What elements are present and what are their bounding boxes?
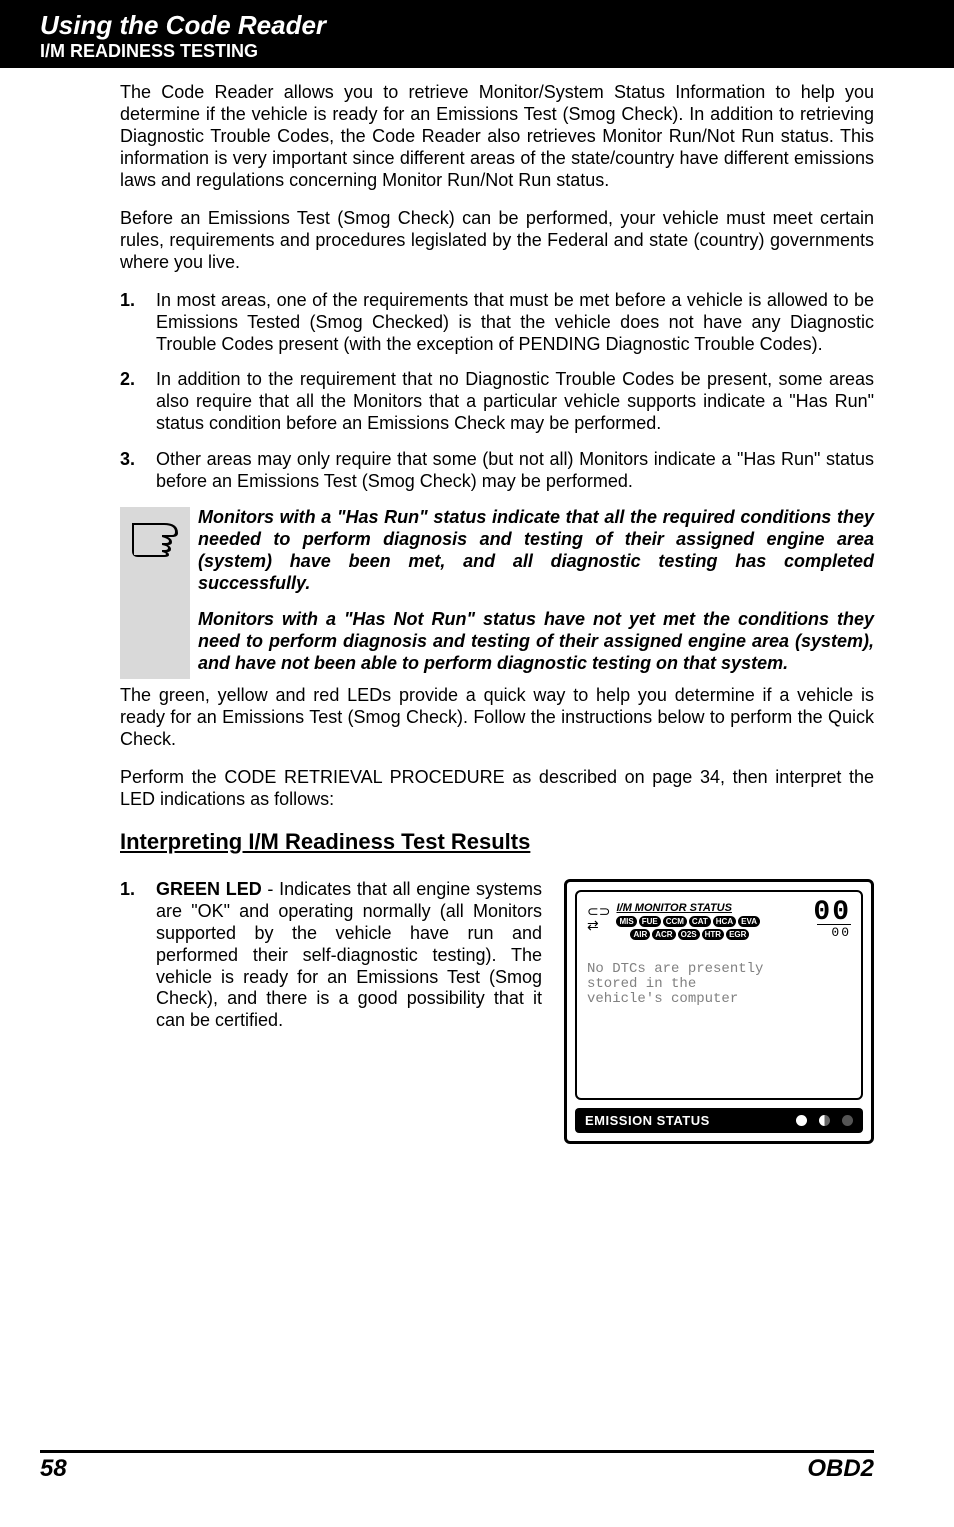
- list-item: 3.Other areas may only require that some…: [120, 449, 874, 493]
- header-title: Using the Code Reader: [40, 10, 954, 41]
- list-item: 2.In addition to the requirement that no…: [120, 369, 874, 435]
- green-led-item: 1. GREEN LED - Indicates that all engine…: [120, 879, 542, 1033]
- status-dot-red: [842, 1115, 853, 1126]
- section-heading: Interpreting I/M Readiness Test Results: [120, 829, 874, 855]
- emission-status-bar: EMISSION STATUS: [575, 1108, 863, 1133]
- device-screen: ⊂⊃⇄ I/M MONITOR STATUS MIS FUE CCM CAT H…: [575, 890, 863, 1100]
- header-subtitle: I/M READINESS TESTING: [40, 41, 954, 62]
- monitor-status-title: I/M MONITOR STATUS: [616, 902, 760, 914]
- status-dots: [796, 1115, 853, 1126]
- link-icon: ⊂⊃⇄: [587, 904, 610, 932]
- dtc-counter: 00 00: [813, 902, 851, 940]
- led-result-row: 1. GREEN LED - Indicates that all engine…: [120, 879, 874, 1144]
- page-footer: 58 OBD2: [40, 1450, 874, 1483]
- note-para-2: Monitors with a "Has Not Run" status hav…: [198, 609, 874, 675]
- intro-para-2: Before an Emissions Test (Smog Check) ca…: [120, 208, 874, 274]
- note-block: Monitors with a "Has Run" status indicat…: [120, 507, 874, 679]
- main-content: The Code Reader allows you to retrieve M…: [0, 68, 954, 1144]
- note-para-1: Monitors with a "Has Run" status indicat…: [198, 507, 874, 595]
- device-screenshot: ⊂⊃⇄ I/M MONITOR STATUS MIS FUE CCM CAT H…: [564, 879, 874, 1144]
- screen-message: No DTCs are presently stored in the vehi…: [587, 962, 851, 1008]
- list-item: 1.In most areas, one of the requirements…: [120, 290, 874, 356]
- monitor-row-1: MIS FUE CCM CAT HCA EVA: [616, 916, 760, 927]
- intro-para-1: The Code Reader allows you to retrieve M…: [120, 82, 874, 192]
- monitor-row-2: AIR ACR O2S HTR EGR: [616, 929, 760, 940]
- header-band: Using the Code Reader I/M READINESS TEST…: [0, 0, 954, 68]
- pointing-hand-icon: [120, 507, 190, 679]
- status-dot-green: [796, 1115, 807, 1126]
- procedure-para: Perform the CODE RETRIEVAL PROCEDURE as …: [120, 767, 874, 811]
- led-intro-para: The green, yellow and red LEDs provide a…: [120, 685, 874, 751]
- requirements-list: 1.In most areas, one of the requirements…: [120, 290, 874, 494]
- status-dot-yellow: [819, 1115, 830, 1126]
- note-text: Monitors with a "Has Run" status indicat…: [190, 507, 874, 679]
- page-number: 58: [40, 1455, 67, 1483]
- footer-label: OBD2: [807, 1455, 874, 1483]
